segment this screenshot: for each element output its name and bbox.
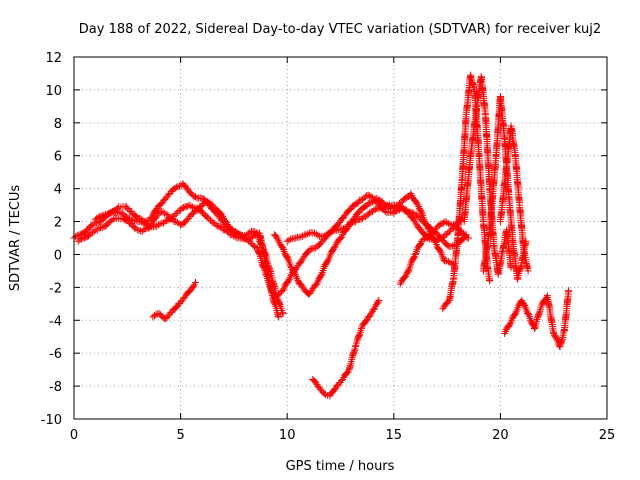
y-tick-label: 8: [54, 117, 62, 132]
series-lower-11h-track: [309, 297, 383, 400]
x-tick-label: 25: [599, 428, 616, 443]
sample-trail: [72, 181, 282, 320]
series-tail-21-23h: [501, 287, 573, 351]
y-tick-label: -10: [41, 413, 62, 428]
y-tick-labels: -10 -8 -6 -4 -2 0 2 4 6 8 10 12: [41, 51, 62, 428]
series-lower-4h-track: [149, 278, 200, 323]
y-tick-label: 4: [54, 183, 62, 198]
plot-frame: [73, 56, 608, 420]
y-tick-label: -6: [49, 347, 62, 362]
y-tick-label: -4: [49, 314, 62, 329]
sample-trail: [271, 192, 456, 298]
y-tick-label: 2: [54, 216, 62, 231]
y-tick-label: -8: [49, 380, 62, 395]
sample-trail: [501, 288, 572, 350]
x-tick-label: 5: [176, 428, 184, 443]
x-tick-label: 10: [279, 428, 296, 443]
x-tick-labels: 0 5 10 15 20 25: [70, 428, 615, 443]
sample-trail: [150, 281, 198, 322]
series-spike-21h: [496, 122, 532, 275]
series-track-d: [270, 190, 457, 298]
sample-trail: [310, 298, 382, 400]
series-spike-19h: [460, 73, 515, 278]
y-tick-label: 10: [45, 84, 62, 99]
y-axis-label: SDTVAR / TECUs: [8, 185, 23, 292]
data-points: [70, 71, 573, 400]
sample-trail: [497, 124, 532, 272]
chart-title: Day 188 of 2022, Sidereal Day-to-day VTE…: [79, 22, 601, 37]
y-tick-label: 12: [45, 51, 62, 66]
x-tick-label: 20: [492, 428, 509, 443]
y-tick-label: 0: [54, 248, 62, 263]
y-tick-label: 6: [54, 150, 62, 165]
x-tick-label: 15: [386, 428, 403, 443]
y-tick-label: -2: [49, 281, 62, 296]
x-axis-label: GPS time / hours: [286, 459, 395, 474]
x-tick-label: 0: [70, 428, 78, 443]
data-point: [100, 211, 108, 219]
axis-ticks: [73, 56, 608, 420]
data-point: [279, 310, 287, 318]
sample-trail: [460, 74, 515, 277]
series-mid-16h-track: [396, 218, 472, 288]
series-track-a: [70, 180, 283, 321]
